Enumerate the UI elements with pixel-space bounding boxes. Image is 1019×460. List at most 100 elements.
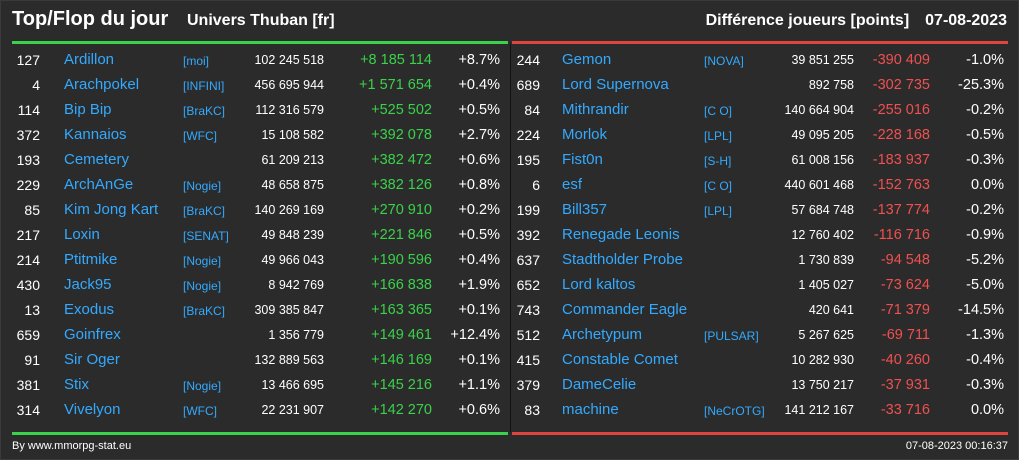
- player-rank: 652: [516, 277, 540, 293]
- points-difference: -116 716: [873, 227, 930, 243]
- points-difference: -390 409: [872, 52, 930, 68]
- player-name-link[interactable]: Loxin: [64, 226, 100, 243]
- alliance-tag-link[interactable]: [LPL]: [704, 204, 733, 218]
- player-name-link[interactable]: Commander Eagle: [562, 301, 688, 318]
- alliance-tag-link[interactable]: [SENAT]: [183, 229, 229, 243]
- player-points: 456 695 944: [254, 78, 324, 92]
- player-name-link[interactable]: Vivelyon: [64, 401, 121, 418]
- alliance-tag-link[interactable]: [BraKC]: [183, 204, 226, 218]
- points-difference: +382 126: [371, 177, 432, 193]
- metric-label: Différence joueurs [points]: [705, 12, 910, 29]
- player-rank: 217: [16, 227, 40, 243]
- player-name-link[interactable]: Renegade Leonis: [562, 226, 680, 243]
- percent-change: -0.3%: [966, 152, 1004, 168]
- alliance-tag-link[interactable]: [Nogie]: [183, 379, 222, 393]
- player-rank: 689: [516, 77, 540, 93]
- player-row: 652 Lord kaltos 1 405 027 -73 624 -5.0%: [512, 273, 1008, 298]
- player-name-link[interactable]: Stix: [64, 376, 90, 393]
- points-difference: +270 910: [371, 202, 432, 218]
- percent-change: +0.8%: [458, 177, 500, 193]
- player-rank: 91: [24, 352, 40, 368]
- player-name-link[interactable]: Lord Supernova: [562, 76, 669, 93]
- player-rank: 314: [16, 402, 40, 418]
- alliance-tag-link[interactable]: [S-H]: [704, 154, 732, 168]
- player-row: 689 Lord Supernova 892 758 -302 735 -25.3%: [512, 73, 1008, 98]
- player-name-link[interactable]: ArchAnGe: [64, 176, 134, 193]
- player-name-link[interactable]: esf: [562, 176, 583, 193]
- player-row: 224 Morlok [LPL] 49 095 205 -228 168 -0.5%: [512, 123, 1008, 148]
- player-name-link[interactable]: Archetypum: [562, 326, 643, 343]
- player-name-link[interactable]: Gemon: [562, 51, 612, 68]
- alliance-tag-link[interactable]: [NOVA]: [704, 54, 744, 68]
- player-name-link[interactable]: Fist0n: [562, 151, 603, 168]
- footer-source-link[interactable]: By www.mmorpg-stat.eu: [12, 440, 132, 452]
- player-rank: 85: [24, 202, 40, 218]
- header-date: 07-08-2023: [925, 12, 1007, 29]
- player-name-link[interactable]: Ptitmike: [64, 251, 118, 268]
- points-difference: -152 763: [872, 177, 930, 193]
- player-row: 199 Bill357 [LPL] 57 684 748 -137 774 -0.2%: [512, 198, 1008, 223]
- alliance-tag-link[interactable]: [WFC]: [183, 129, 217, 143]
- player-row: 4 Arachpokel [INFINI] 456 695 944 +1 571 654…: [12, 73, 508, 98]
- alliance-tag-link[interactable]: [WFC]: [183, 404, 217, 418]
- points-difference: +382 472: [371, 152, 432, 168]
- alliance-tag-link[interactable]: [PULSAR]: [704, 329, 759, 343]
- player-name-link[interactable]: Goinfrex: [64, 326, 121, 343]
- player-points: 22 231 907: [261, 403, 324, 417]
- points-difference: -183 937: [872, 152, 930, 168]
- player-rank: 392: [516, 227, 540, 243]
- player-name-link[interactable]: Kim Jong Kart: [64, 201, 159, 218]
- points-difference: -37 931: [880, 377, 930, 393]
- percent-change: +2.7%: [458, 127, 500, 143]
- percent-change: +8.7%: [458, 52, 500, 68]
- alliance-tag-link[interactable]: [BraKC]: [183, 104, 226, 118]
- alliance-tag-link[interactable]: [Nogie]: [183, 179, 222, 193]
- player-row: 195 Fist0n [S-H] 61 008 156 -183 937 -0.3%: [512, 148, 1008, 173]
- player-rank: 199: [516, 202, 540, 218]
- player-name-link[interactable]: Ardillon: [64, 51, 115, 68]
- player-rank: 214: [16, 252, 40, 268]
- player-name-link[interactable]: Lord kaltos: [562, 276, 636, 293]
- player-name-link[interactable]: machine: [562, 401, 619, 418]
- points-difference: +163 365: [371, 302, 432, 318]
- player-name-link[interactable]: Bill357: [562, 201, 608, 218]
- player-points: 49 095 205: [791, 128, 854, 142]
- universe-label: Univers Thuban [fr]: [187, 12, 335, 29]
- player-row: 415 Constable Comet 10 282 930 -40 260 -0.4%: [512, 348, 1008, 373]
- alliance-tag-link[interactable]: [moi]: [183, 54, 210, 68]
- player-points: 1 730 839: [798, 253, 854, 267]
- flop-accent-line: [512, 41, 1008, 44]
- player-name-link[interactable]: Mithrandir: [562, 101, 629, 118]
- alliance-tag-link[interactable]: [C O]: [704, 179, 733, 193]
- player-points: 1 356 779: [268, 328, 324, 342]
- player-name-link[interactable]: Arachpokel: [64, 76, 140, 93]
- percent-change: +0.2%: [458, 202, 500, 218]
- points-difference: -228 168: [872, 127, 930, 143]
- player-name-link[interactable]: Cemetery: [64, 151, 130, 168]
- percent-change: -5.2%: [966, 252, 1004, 268]
- player-rank: 415: [516, 352, 540, 368]
- player-points: 112 316 579: [255, 103, 324, 117]
- alliance-tag-link[interactable]: [BraKC]: [183, 304, 226, 318]
- player-name-link[interactable]: Constable Comet: [562, 351, 678, 368]
- alliance-tag-link[interactable]: [Nogie]: [183, 279, 222, 293]
- player-rank: 743: [516, 302, 540, 318]
- player-points: 1 405 027: [798, 278, 854, 292]
- player-name-link[interactable]: Kannaios: [64, 126, 127, 143]
- alliance-tag-link[interactable]: [C O]: [704, 104, 733, 118]
- player-points: 48 658 875: [261, 178, 324, 192]
- player-name-link[interactable]: Exodus: [64, 301, 115, 318]
- alliance-tag-link[interactable]: [NeCrOTG]: [704, 404, 765, 418]
- player-row: 13 Exodus [BraKC] 309 385 847 +163 365 +0.1%: [12, 298, 508, 323]
- alliance-tag-link[interactable]: [LPL]: [704, 129, 733, 143]
- player-points: 440 601 468: [784, 178, 854, 192]
- player-name-link[interactable]: Morlok: [562, 126, 608, 143]
- player-name-link[interactable]: DameCelie: [562, 376, 637, 393]
- player-name-link[interactable]: Sir Oger: [64, 351, 120, 368]
- player-name-link[interactable]: Bip Bip: [64, 101, 112, 118]
- alliance-tag-link[interactable]: [Nogie]: [183, 254, 222, 268]
- player-row: 743 Commander Eagle 420 641 -71 379 -14.5%: [512, 298, 1008, 323]
- player-name-link[interactable]: Jack95: [64, 276, 112, 293]
- player-name-link[interactable]: Stadtholder Probe: [562, 251, 683, 268]
- alliance-tag-link[interactable]: [INFINI]: [183, 79, 225, 93]
